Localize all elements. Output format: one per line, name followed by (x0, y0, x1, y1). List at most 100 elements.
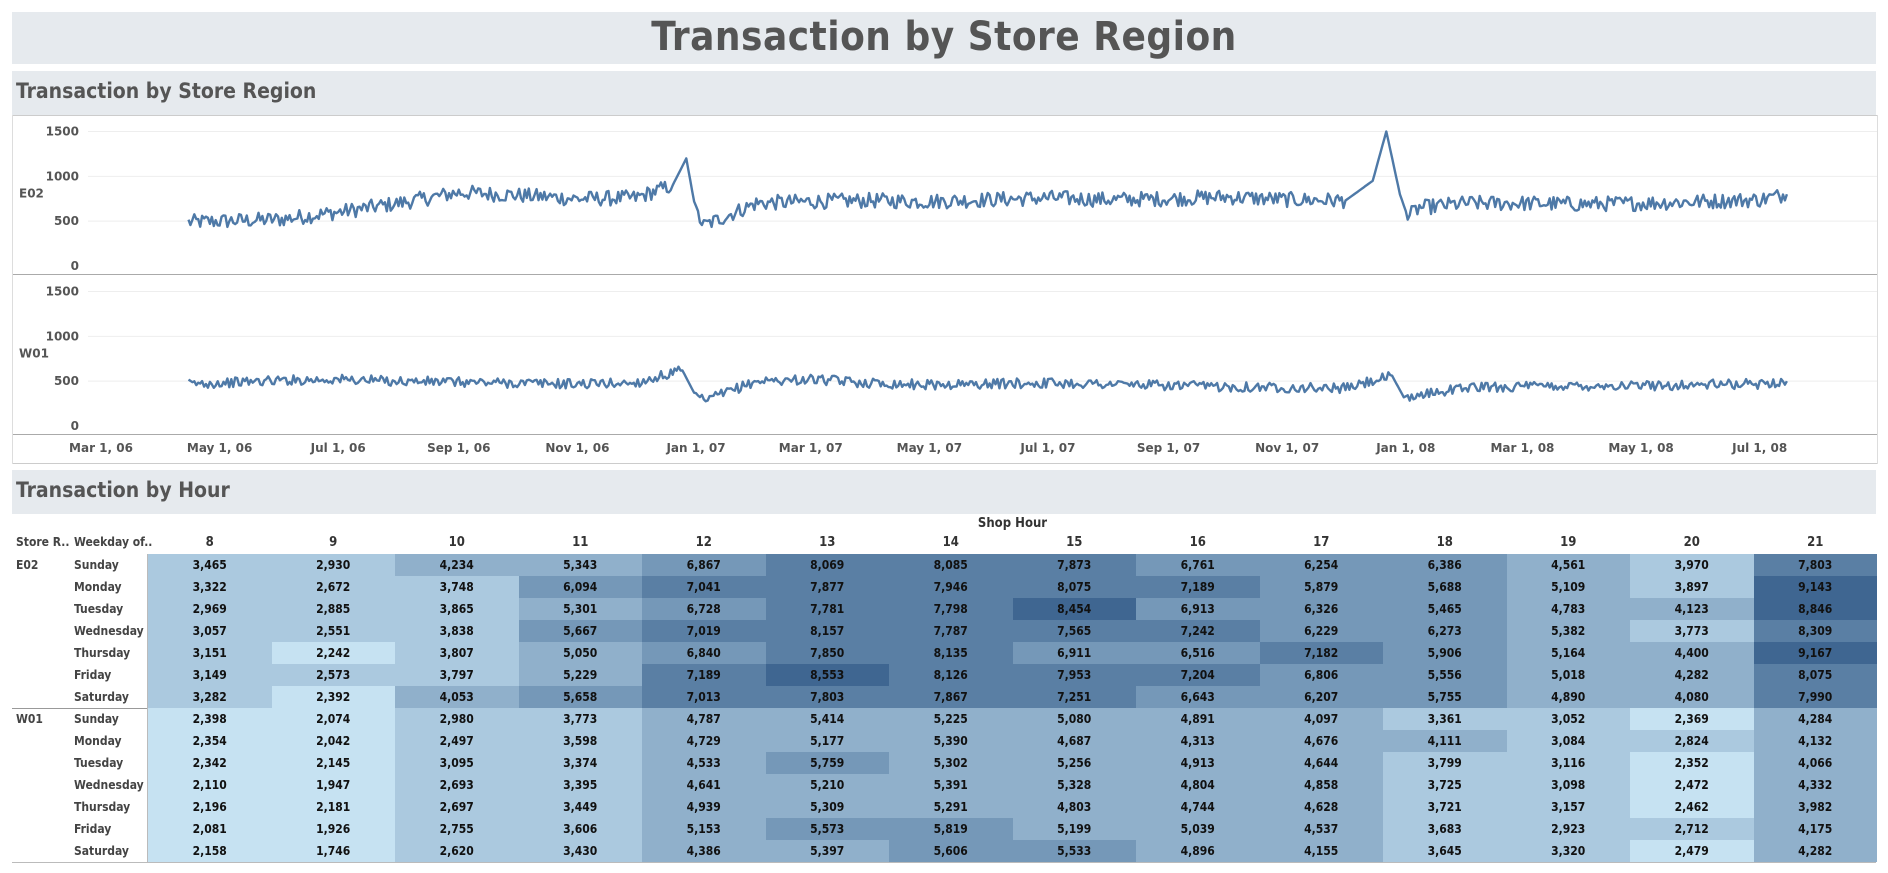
heatmap-cell: 7,013 (642, 686, 766, 708)
heatmap-cell: 2,462 (1630, 796, 1754, 818)
heatmap-cell: 2,242 (271, 642, 395, 664)
row-label: Monday (74, 580, 122, 594)
heatmap-cell: 7,041 (642, 576, 766, 598)
group-label-e02: E02 (16, 558, 39, 572)
heatmap-cell: 2,196 (148, 796, 272, 818)
heatmap-cell: 2,352 (1630, 752, 1754, 774)
column-header: 8 (205, 535, 214, 550)
row-header-region: Store R.. (16, 535, 70, 549)
heatmap-cell: 8,846 (1753, 598, 1877, 620)
column-header: 13 (819, 535, 836, 550)
heatmap-cell: 5,879 (1259, 576, 1383, 598)
row-label: Sunday (74, 558, 119, 572)
y-tick-label: 0 (71, 259, 79, 273)
column-header: 20 (1683, 535, 1700, 550)
line-section-title: Transaction by Store Region (16, 79, 317, 103)
heatmap-cell: 4,175 (1753, 818, 1877, 840)
heatmap-cell: 5,301 (518, 598, 642, 620)
row-label: Sunday (74, 712, 119, 726)
heatmap-cell: 3,982 (1753, 796, 1877, 818)
heatmap-cell: 2,923 (1506, 818, 1630, 840)
heatmap-cell: 3,116 (1506, 752, 1630, 774)
heatmap-cell: 3,797 (395, 664, 519, 686)
dashboard-title: Transaction by Store Region (651, 14, 1237, 60)
heatmap-cell: 4,234 (395, 554, 519, 576)
heatmap-cell: 5,556 (1383, 664, 1507, 686)
heatmap-cell: 7,803 (765, 686, 889, 708)
series-line-w01 (187, 365, 1788, 403)
heatmap-cell: 4,676 (1259, 730, 1383, 752)
heatmap-cell: 5,050 (518, 642, 642, 664)
heatmap-cell: 3,057 (148, 620, 272, 642)
heatmap-cell: 4,687 (1012, 730, 1136, 752)
line-section-header: Transaction by Store Region (12, 71, 1876, 115)
heatmap-cell: 3,395 (518, 774, 642, 796)
x-tick-label: Nov 1, 07 (1255, 441, 1319, 455)
heatmap-cell: 3,095 (395, 752, 519, 774)
x-tick-label: May 1, 06 (187, 441, 252, 455)
y-tick-label: 500 (54, 374, 79, 388)
heatmap-cell: 3,897 (1630, 576, 1754, 598)
heatmap-cell: 8,309 (1753, 620, 1877, 642)
heatmap-cell: 4,628 (1259, 796, 1383, 818)
heatmap-cell: 8,135 (889, 642, 1013, 664)
row-label: Saturday (74, 690, 129, 704)
heatmap-cell: 7,242 (1136, 620, 1260, 642)
x-tick-label: Jul 1, 08 (1731, 441, 1787, 455)
heatmap-cell: 4,111 (1383, 730, 1507, 752)
heatmap-cell: 3,282 (148, 686, 272, 708)
heatmap-cell: 6,728 (642, 598, 766, 620)
group-label-w01: W01 (16, 712, 43, 726)
heatmap-cell: 7,867 (889, 686, 1013, 708)
heatmap-cell: 3,748 (395, 576, 519, 598)
heatmap-cell: 2,712 (1630, 818, 1754, 840)
heatmap-cell: 3,865 (395, 598, 519, 620)
heatmap-cell: 2,042 (271, 730, 395, 752)
heatmap-cell: 4,787 (642, 708, 766, 730)
heatmap-cell: 5,667 (518, 620, 642, 642)
heatmap-cell: 2,074 (271, 708, 395, 730)
x-tick-label: Jul 1, 07 (1019, 441, 1075, 455)
heatmap-cell: 4,282 (1753, 840, 1877, 862)
heatmap-cell: 8,069 (765, 554, 889, 576)
heatmap-cell: 2,620 (395, 840, 519, 862)
heatmap-cell: 4,641 (642, 774, 766, 796)
heatmap-cell: 5,759 (765, 752, 889, 774)
heatmap-cell: 4,896 (1136, 840, 1260, 862)
heatmap-cell: 3,773 (518, 708, 642, 730)
heatmap-cell: 5,018 (1506, 664, 1630, 686)
heatmap-cell: 3,683 (1383, 818, 1507, 840)
heatmap-cell: 3,157 (1506, 796, 1630, 818)
heatmap-cell: 5,302 (889, 752, 1013, 774)
heatmap-cell: 8,126 (889, 664, 1013, 686)
heatmap-cell: 5,210 (765, 774, 889, 796)
heatmap-cell: 7,990 (1753, 686, 1877, 708)
heatmap-cell: 5,291 (889, 796, 1013, 818)
heatmap-cell: 6,229 (1259, 620, 1383, 642)
y-tick-label: 1500 (46, 284, 79, 298)
heatmap-cell: 2,181 (271, 796, 395, 818)
heatmap-cell: 5,755 (1383, 686, 1507, 708)
row-label: Wednesday (74, 624, 144, 638)
heatmap-cell: 5,164 (1506, 642, 1630, 664)
heatmap-cell: 6,840 (642, 642, 766, 664)
heatmap-cell: 2,342 (148, 752, 272, 774)
heatmap-cell: 6,254 (1259, 554, 1383, 576)
heatmap-cell: 5,465 (1383, 598, 1507, 620)
row-label: Tuesday (74, 602, 124, 616)
heatmap-cell: 4,132 (1753, 730, 1877, 752)
heatmap-cell: 7,189 (1136, 576, 1260, 598)
heatmap-cell: 5,328 (1012, 774, 1136, 796)
row-label: Friday (74, 822, 112, 836)
heatmap-cell: 6,911 (1012, 642, 1136, 664)
heatmap-cell: 8,553 (765, 664, 889, 686)
heatmap-cell: 4,155 (1259, 840, 1383, 862)
table-section-title: Transaction by Hour (16, 478, 230, 502)
heatmap-cell: 2,693 (395, 774, 519, 796)
heatmap-cell: 3,807 (395, 642, 519, 664)
heatmap-cell: 2,354 (148, 730, 272, 752)
heatmap-cell: 3,084 (1506, 730, 1630, 752)
heatmap-cell: 5,309 (765, 796, 889, 818)
heatmap-cell: 2,497 (395, 730, 519, 752)
heatmap-cell: 6,094 (518, 576, 642, 598)
